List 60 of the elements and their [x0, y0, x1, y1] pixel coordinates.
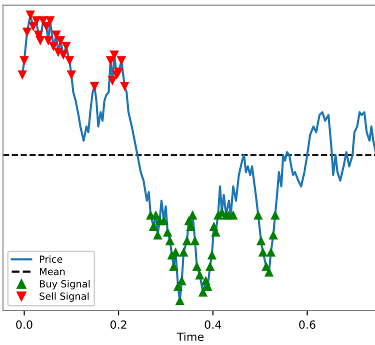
point — [254, 210, 263, 220]
point — [32, 16, 42, 26]
point — [148, 222, 158, 231]
x-axis-title: Time — [176, 332, 204, 341]
point — [270, 210, 280, 220]
point — [205, 262, 215, 271]
point — [46, 16, 55, 26]
point — [54, 48, 63, 57]
legend-label: Mean — [40, 268, 65, 276]
point — [114, 68, 124, 77]
point — [179, 247, 188, 257]
point — [268, 230, 278, 240]
point — [18, 70, 27, 80]
point — [195, 270, 204, 280]
point — [120, 82, 130, 92]
point — [207, 250, 217, 260]
x-tick-label: 0.6 — [299, 320, 316, 329]
point — [190, 236, 200, 246]
point — [151, 210, 160, 220]
point — [162, 227, 172, 237]
point — [66, 70, 76, 80]
point — [58, 50, 68, 60]
point — [177, 276, 186, 286]
point — [256, 236, 266, 246]
point — [56, 36, 66, 46]
point — [264, 267, 274, 277]
point — [62, 42, 71, 52]
point — [153, 230, 162, 240]
point — [175, 296, 185, 306]
point — [26, 10, 36, 20]
point — [188, 210, 198, 220]
point — [36, 36, 45, 46]
legend-label: Buy Signal — [40, 280, 90, 290]
x-tick-label: 0.0 — [16, 320, 32, 329]
point — [228, 210, 238, 220]
point — [266, 247, 276, 257]
point — [52, 30, 61, 40]
point — [64, 56, 74, 66]
legend-label: Sell Signal — [40, 292, 89, 302]
point — [42, 22, 52, 32]
point — [44, 36, 53, 46]
point — [258, 247, 268, 257]
point — [169, 262, 178, 271]
point — [106, 56, 116, 66]
point — [165, 236, 175, 246]
legend-label: Price — [40, 255, 62, 263]
point — [108, 76, 118, 86]
point — [182, 236, 192, 246]
point — [192, 262, 202, 271]
point — [22, 28, 32, 37]
x-tick-label: 0.2 — [110, 320, 126, 329]
point — [198, 287, 208, 297]
point — [159, 216, 169, 226]
point — [173, 282, 183, 291]
point — [20, 56, 29, 66]
x-tick-label: 0.4 — [204, 320, 222, 329]
point — [90, 82, 100, 92]
point — [110, 50, 119, 60]
point — [116, 56, 126, 66]
point — [48, 42, 58, 52]
